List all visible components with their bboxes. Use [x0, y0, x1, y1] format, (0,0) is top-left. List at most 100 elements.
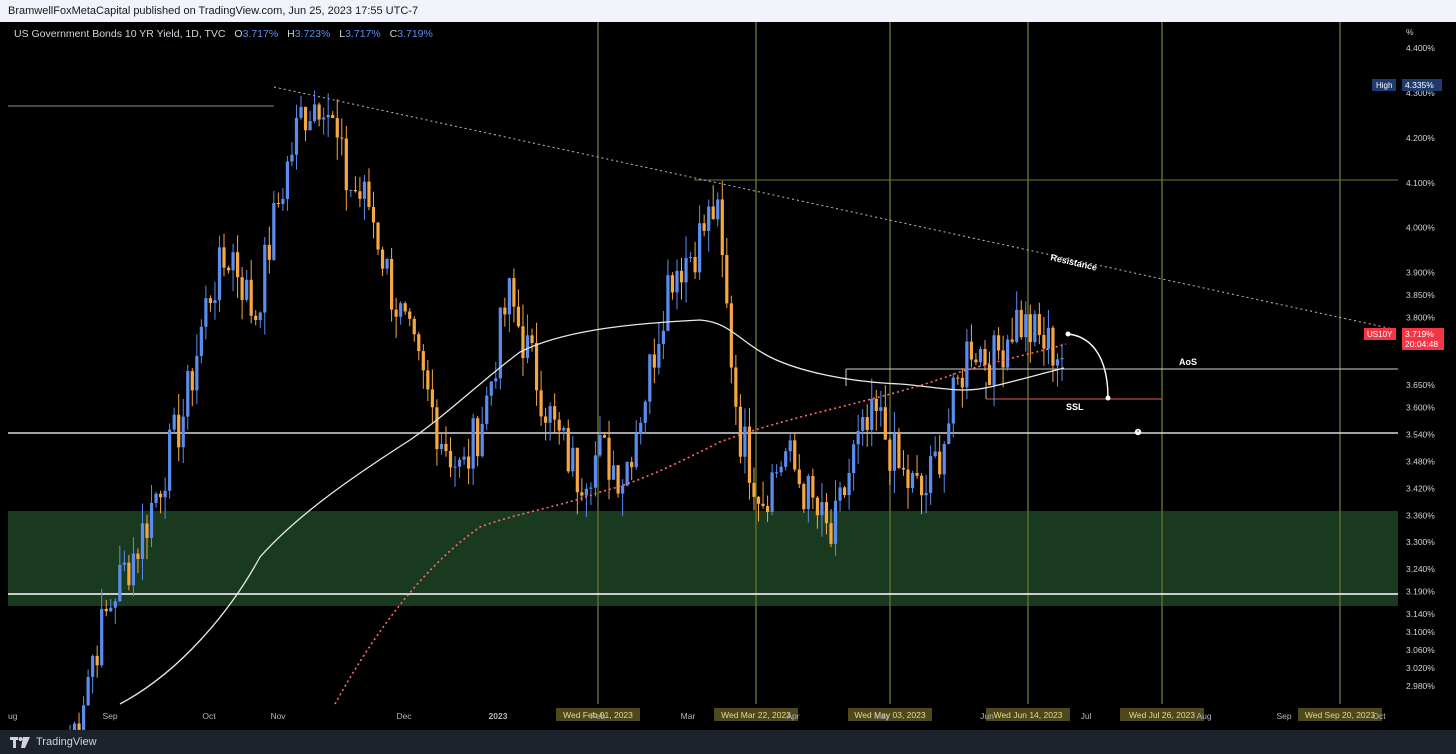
candle-body — [249, 279, 253, 316]
candle-body — [163, 490, 167, 498]
tradingview-logo-icon[interactable] — [10, 736, 30, 748]
candle-body — [670, 275, 675, 293]
candle-body — [661, 330, 665, 345]
candle-body — [996, 335, 1001, 351]
candle-body — [688, 257, 693, 259]
projection-path[interactable] — [1067, 333, 1109, 399]
candle-body — [802, 484, 806, 510]
candle-body — [657, 344, 661, 368]
candle-body — [326, 114, 330, 118]
candle-body — [634, 433, 638, 468]
candle-body — [969, 341, 974, 360]
candle-body — [1028, 314, 1032, 343]
candle-body — [752, 482, 756, 497]
close-value: 3.719% — [397, 28, 433, 40]
bar-countdown: 20:04:48 — [1405, 339, 1438, 349]
candle-body — [861, 417, 865, 431]
resistance-trendline[interactable] — [273, 86, 1399, 331]
candle-body — [457, 459, 462, 467]
candle-body — [960, 377, 964, 388]
candle-body — [77, 723, 81, 730]
candle-body — [557, 419, 561, 431]
chart-frame[interactable]: Resistance AoS SSL % 4.400% 4.300% 4.200% 4… — [0, 22, 1456, 730]
projection-start-point[interactable] — [1065, 331, 1071, 337]
price-tick-label: 3.650% — [1406, 380, 1435, 390]
candle-body — [340, 137, 344, 139]
candle-body — [580, 492, 584, 496]
candle-body — [829, 523, 833, 544]
ema-line — [334, 343, 1067, 705]
sma-line — [119, 319, 1065, 705]
candle-body — [598, 435, 602, 456]
candle-body — [698, 223, 702, 273]
chart-canvas[interactable]: Resistance AoS SSL % 4.400%4.300%4.200%4… — [0, 22, 1456, 730]
candle-body — [978, 349, 983, 363]
candle-body — [380, 249, 385, 269]
candle-body — [919, 475, 924, 496]
candle-body — [1046, 327, 1051, 349]
candle-body — [1006, 339, 1010, 368]
candle-body — [589, 487, 593, 489]
candle-body — [235, 252, 240, 278]
candle-body — [100, 608, 104, 666]
candle-body — [910, 473, 915, 488]
candle-body — [104, 608, 108, 612]
candle-body — [353, 190, 357, 192]
candle-body — [906, 469, 910, 488]
candle-body — [172, 414, 176, 430]
candle-body — [593, 455, 598, 488]
candle-body — [485, 395, 489, 424]
candle-body — [149, 502, 154, 538]
price-tick-label: 2.980% — [1406, 681, 1435, 691]
candle-body — [403, 303, 407, 312]
candle-body — [412, 318, 416, 335]
candle-body — [122, 562, 126, 565]
candle-body — [435, 407, 439, 450]
price-tick-label: 3.360% — [1406, 510, 1435, 520]
candle-body — [222, 247, 226, 268]
projection-end-point[interactable] — [1105, 395, 1111, 401]
price-tick-label: 4.100% — [1406, 178, 1435, 188]
high-tag-value: 4.335% — [1405, 80, 1434, 90]
candle-body — [213, 300, 217, 304]
candle-body — [254, 315, 258, 321]
candle-body — [648, 354, 652, 402]
candle-body — [154, 493, 158, 503]
time-tick-label: Aug — [1196, 711, 1211, 721]
time-tick-label: Sep — [1276, 711, 1291, 721]
date-highlight-label: Wed Jul 26, 2023 — [1129, 710, 1195, 720]
price-tick-label: 3.540% — [1406, 429, 1435, 439]
price-tick-label: 3.900% — [1406, 268, 1435, 278]
footer-brand[interactable]: TradingView — [36, 736, 97, 748]
price-tick-label: 3.020% — [1406, 663, 1435, 673]
candle-body — [544, 416, 548, 423]
candle-body — [929, 456, 933, 493]
alert-clock-icon[interactable] — [1134, 428, 1142, 436]
low-value: 3.717% — [345, 28, 381, 40]
candle-body — [471, 418, 475, 469]
date-highlight-box — [986, 708, 1070, 721]
price-axis[interactable] — [1398, 22, 1456, 730]
candle-body — [992, 335, 996, 386]
candle-body — [231, 252, 235, 271]
candle-body — [1010, 339, 1014, 342]
time-tick-label: Oct — [202, 711, 216, 721]
candle-body — [86, 676, 90, 706]
candle-body — [765, 506, 770, 513]
vertical-time-lines — [597, 22, 1341, 704]
candle-body — [842, 487, 847, 496]
candle-body — [426, 370, 430, 390]
candle-body — [652, 354, 656, 368]
candle-body — [793, 440, 797, 470]
candle-body — [716, 199, 720, 220]
candle-body — [702, 223, 706, 231]
candle-body — [630, 461, 634, 468]
candle-body — [1019, 309, 1023, 338]
candle-body — [965, 341, 969, 388]
candle-body — [548, 406, 552, 423]
candle-body — [1015, 309, 1019, 342]
candle-body — [856, 430, 860, 445]
candle-body — [987, 364, 992, 386]
candle-body — [738, 406, 742, 457]
symbol-legend[interactable]: US Government Bonds 10 YR Yield, 1D, TVC… — [14, 28, 433, 40]
